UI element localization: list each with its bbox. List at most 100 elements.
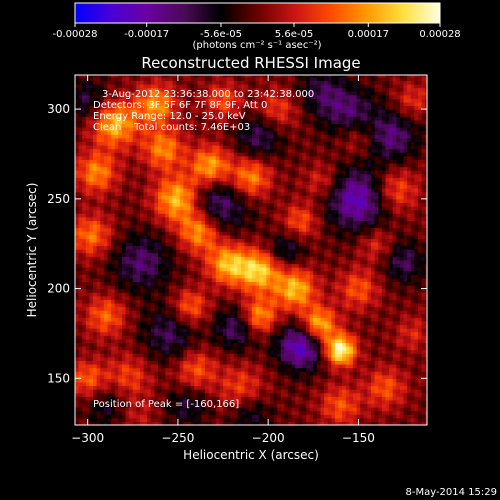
heatmap-cell [89, 231, 94, 236]
heatmap-cell [96, 414, 101, 419]
heatmap-cell [212, 396, 217, 401]
heatmap-cell [226, 410, 231, 415]
heatmap-cell [208, 109, 213, 114]
heatmap-cell [176, 83, 181, 89]
heatmap-cell [194, 227, 199, 232]
heatmap-cell [114, 256, 119, 261]
heatmap-cell [154, 335, 159, 340]
heatmap-cell [190, 378, 195, 383]
heatmap-cell [172, 87, 177, 92]
heatmap-cell [103, 346, 109, 351]
heatmap-cell [204, 285, 210, 290]
heatmap-cell [100, 374, 105, 379]
heatmap-cell [233, 363, 239, 369]
heatmap-cell [233, 374, 239, 379]
heatmap-cell [194, 381, 199, 387]
heatmap-cell [241, 238, 246, 243]
heatmap-cell [204, 399, 210, 405]
heatmap-cell [114, 281, 119, 286]
heatmap-cell [219, 335, 224, 340]
heatmap-cell [219, 123, 224, 128]
heatmap-cell [75, 331, 80, 336]
heatmap-cell [204, 152, 210, 157]
heatmap-cell [139, 130, 145, 135]
heatmap-cell [201, 292, 206, 297]
heatmap-cell [197, 119, 202, 125]
heatmap-cell [132, 399, 137, 405]
heatmap-cell [197, 281, 202, 286]
heatmap-cell [190, 245, 195, 250]
heatmap-cell [114, 331, 119, 336]
heatmap-cell [208, 180, 213, 186]
heatmap-cell [75, 421, 80, 425]
heatmap-cell [154, 162, 159, 168]
heatmap-cell [208, 216, 213, 221]
heatmap-cell [186, 170, 192, 175]
heatmap-cell [172, 191, 177, 196]
heatmap-cell [125, 306, 130, 311]
heatmap-cell [212, 127, 217, 132]
heatmap-cell [165, 356, 170, 361]
heatmap-cell [219, 216, 224, 221]
heatmap-cell [208, 195, 213, 200]
heatmap-cell [194, 338, 199, 344]
heatmap-cell [118, 396, 123, 401]
heatmap-cell [186, 112, 192, 117]
heatmap-cell [226, 162, 231, 168]
heatmap-cell [190, 335, 195, 340]
heatmap-cell [208, 277, 213, 283]
heatmap-cell [100, 177, 105, 182]
heatmap-cell [118, 173, 123, 178]
heatmap-cell [244, 119, 249, 125]
heatmap-cell [219, 101, 224, 107]
heatmap-cell [132, 267, 137, 272]
heatmap-cell [147, 137, 152, 143]
heatmap-cell [190, 292, 195, 297]
heatmap-cell [204, 385, 210, 390]
heatmap-cell [154, 292, 159, 297]
heatmap-cell [139, 274, 145, 279]
heatmap-cell [100, 91, 105, 96]
heatmap-cell [103, 378, 109, 383]
heatmap-cell [204, 371, 210, 376]
heatmap-cell [118, 166, 123, 171]
heatmap-cell [226, 285, 231, 290]
heatmap-cell [194, 302, 199, 308]
heatmap-cell [139, 410, 145, 415]
heatmap-cell [212, 91, 217, 96]
heatmap-cell [129, 389, 134, 394]
heatmap-cell [132, 381, 137, 387]
heatmap-cell [233, 198, 239, 204]
heatmap-cell [114, 381, 119, 387]
heatmap-cell [93, 80, 98, 85]
heatmap-cell [111, 349, 116, 354]
heatmap-cell [161, 331, 166, 336]
heatmap-cell [194, 263, 199, 268]
heatmap-cell [107, 371, 112, 376]
heatmap-cell [186, 173, 192, 178]
heatmap-cell [172, 162, 177, 168]
heatmap-cell [204, 98, 210, 103]
heatmap-cell [215, 209, 221, 214]
heatmap-cell [100, 220, 105, 225]
heatmap-cell [143, 285, 148, 290]
heatmap-cell [212, 407, 217, 412]
heatmap-cell [85, 371, 91, 376]
heatmap-cell [255, 392, 260, 397]
heatmap-cell [230, 342, 235, 347]
heatmap-cell [201, 274, 206, 279]
heatmap-cell [197, 134, 202, 139]
heatmap-cell [161, 270, 166, 275]
heatmap-cell [197, 170, 202, 175]
heatmap-cell [179, 173, 184, 178]
heatmap-cell [78, 399, 83, 405]
heatmap-cell [215, 335, 221, 340]
heatmap-cell [255, 277, 260, 283]
heatmap-cell [161, 274, 166, 279]
heatmap-cell [132, 285, 137, 290]
heatmap-cell [85, 130, 91, 135]
heatmap-cell [219, 292, 224, 297]
heatmap-cell [183, 363, 188, 369]
heatmap-cell [89, 374, 94, 379]
heatmap-cell [219, 198, 224, 204]
